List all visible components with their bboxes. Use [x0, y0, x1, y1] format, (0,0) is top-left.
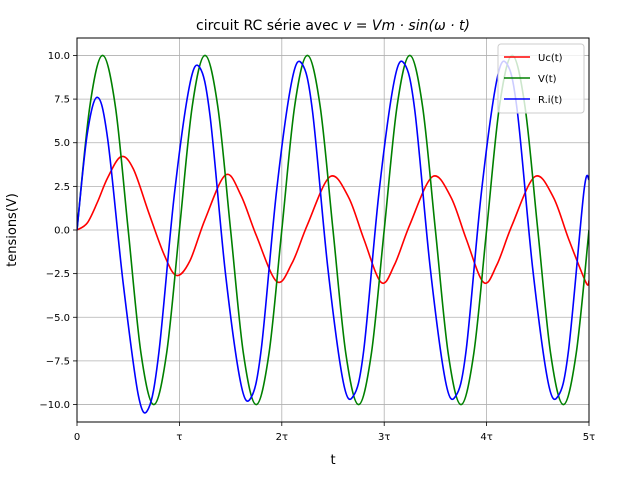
y-axis-label: tensions(V): [5, 193, 20, 267]
x-tick-label: τ: [176, 432, 182, 443]
y-tick-label: −7.5: [46, 356, 70, 367]
y-axis: 10.0 7.5 5.0 2.5 0.0 −2.5 −5.0 −7.5 −10.0: [39, 51, 77, 411]
x-tick-label: 3τ: [378, 432, 390, 443]
y-tick-label: 2.5: [54, 182, 70, 193]
legend-label: R.i(t): [538, 95, 562, 106]
y-tick-label: 10.0: [48, 51, 70, 62]
y-tick-label: 7.5: [54, 95, 70, 106]
y-tick-label: −10.0: [39, 400, 70, 411]
legend-label: Uc(t): [538, 53, 563, 64]
y-tick-label: −5.0: [46, 313, 70, 324]
series-line-0: [77, 155, 589, 286]
x-tick-label: 2τ: [276, 432, 288, 443]
legend-label: V(t): [538, 74, 557, 85]
chart-title: circuit RC série avec v = Vm · sin(ω · t…: [196, 18, 470, 34]
x-tick-label: 5τ: [583, 432, 595, 443]
x-axis: 0 τ 2τ 3τ 4τ 5τ: [74, 422, 595, 443]
x-axis-label: t: [330, 453, 335, 468]
y-tick-label: −2.5: [46, 269, 70, 280]
y-tick-label: 5.0: [54, 138, 70, 149]
y-tick-label: 0.0: [54, 226, 70, 237]
x-tick-label: 0: [74, 432, 80, 443]
legend-box: [497, 43, 585, 114]
x-tick-label: 4τ: [480, 432, 492, 443]
legend: Uc(t) V(t) R.i(t): [497, 43, 585, 114]
